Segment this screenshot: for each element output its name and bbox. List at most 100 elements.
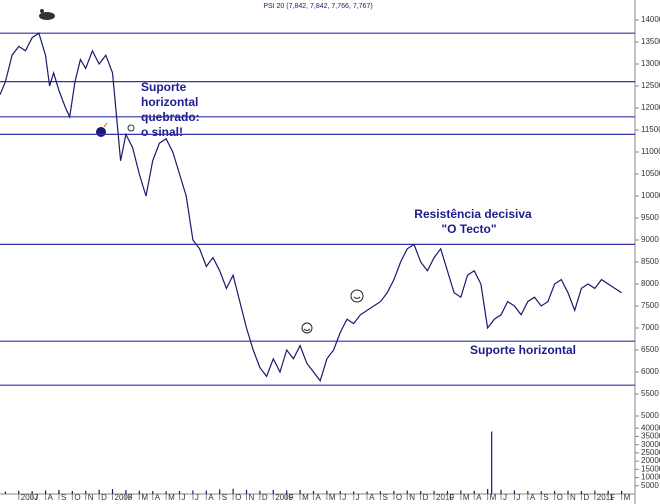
volume-bar bbox=[165, 491, 167, 494]
x-tick-label: D bbox=[101, 493, 107, 502]
volume-bar bbox=[312, 490, 315, 494]
annotation: horizontal bbox=[141, 95, 198, 109]
x-tick-label: D bbox=[423, 493, 429, 502]
x-tick-label: F bbox=[128, 493, 133, 502]
x-tick-label: 2007 bbox=[21, 493, 39, 502]
volume-bar bbox=[299, 489, 301, 494]
y-tick-label: 5000 bbox=[641, 481, 659, 490]
y-tick-label: 15000 bbox=[641, 464, 660, 473]
x-tick-label: O bbox=[396, 493, 402, 502]
price-line bbox=[0, 32, 622, 383]
volume-bar bbox=[178, 490, 181, 494]
volume-bar bbox=[192, 490, 194, 494]
y-tick-label: 13000 bbox=[641, 59, 660, 68]
x-tick-label: S bbox=[543, 493, 548, 502]
volume-bar bbox=[245, 489, 248, 494]
y-tick-label: 30000 bbox=[641, 440, 660, 449]
annotation: Suporte bbox=[141, 80, 187, 94]
volume-bar bbox=[621, 490, 623, 494]
chart-title: PSI 20 (7,842, 7,842, 7,766, 7,767) bbox=[263, 3, 372, 10]
y-tick-label: 12500 bbox=[641, 81, 660, 90]
volume-bar bbox=[379, 491, 382, 494]
y-tick-label: 11000 bbox=[641, 147, 660, 156]
volume-bar bbox=[339, 491, 341, 494]
volume-bar bbox=[58, 489, 60, 494]
volume-bar bbox=[433, 490, 435, 494]
volume-bar bbox=[111, 489, 114, 494]
volume-bar bbox=[491, 431, 493, 494]
volume-bar bbox=[85, 490, 87, 494]
x-tick-label: S bbox=[382, 493, 387, 502]
volume-bar bbox=[527, 491, 529, 494]
y-tick-label: 11500 bbox=[641, 125, 660, 134]
annotation: "O Tecto" bbox=[441, 222, 496, 236]
y-tick-label: 35000 bbox=[641, 432, 660, 441]
x-tick-label: D bbox=[583, 493, 589, 502]
volume-bar bbox=[487, 489, 489, 494]
volume-bar bbox=[125, 490, 127, 494]
x-tick-label: 2010 bbox=[436, 493, 454, 502]
x-tick-label: J bbox=[356, 493, 360, 502]
y-tick-label: 9500 bbox=[641, 213, 659, 222]
volume-bar bbox=[446, 490, 449, 494]
x-tick-label: M bbox=[463, 493, 470, 502]
skull-icon bbox=[127, 124, 135, 132]
x-tick-label: A bbox=[315, 493, 321, 502]
x-tick-label: D bbox=[262, 493, 268, 502]
volume-bar bbox=[205, 490, 207, 494]
x-tick-label: N bbox=[570, 493, 576, 502]
x-tick-label: J bbox=[503, 493, 507, 502]
x-tick-label: O bbox=[557, 493, 563, 502]
logo-icon bbox=[39, 9, 55, 20]
volume-bar bbox=[98, 489, 100, 494]
y-tick-label: 5000 bbox=[641, 411, 659, 420]
x-tick-label: 2011 bbox=[597, 493, 615, 502]
y-tick-label: 20000 bbox=[641, 456, 660, 465]
volume-bar bbox=[554, 490, 556, 494]
volume-bar bbox=[460, 490, 462, 494]
x-tick-label: J bbox=[182, 493, 186, 502]
y-tick-label: 5500 bbox=[641, 389, 659, 398]
y-tick-label: 10500 bbox=[641, 169, 660, 178]
volume-bar bbox=[393, 490, 395, 494]
volume-bar bbox=[594, 490, 596, 494]
annotation: o sinal! bbox=[141, 125, 183, 139]
annotation: Resistência decisiva bbox=[414, 207, 532, 221]
x-tick-label: A bbox=[369, 493, 375, 502]
x-tick-label: J bbox=[34, 493, 38, 502]
x-tick-label: F bbox=[610, 493, 615, 502]
y-tick-label: 12000 bbox=[641, 103, 660, 112]
smiley-icon bbox=[350, 289, 364, 303]
x-tick-label: M bbox=[302, 493, 309, 502]
volume-bar bbox=[4, 491, 6, 494]
volume-bar bbox=[406, 490, 408, 494]
annotation: Suporte horizontal bbox=[470, 343, 576, 357]
volume-bar bbox=[18, 490, 20, 494]
y-tick-label: 9000 bbox=[641, 235, 659, 244]
volume-bar bbox=[420, 491, 422, 494]
x-tick-label: O bbox=[235, 493, 241, 502]
volume-bar bbox=[44, 490, 47, 494]
y-tick-label: 6000 bbox=[641, 367, 659, 376]
x-tick-label: A bbox=[48, 493, 54, 502]
volume-bar bbox=[152, 491, 154, 494]
x-tick-label: J bbox=[342, 493, 346, 502]
x-tick-label: J bbox=[516, 493, 520, 502]
volume-bar bbox=[326, 490, 328, 494]
x-tick-label: N bbox=[88, 493, 94, 502]
x-tick-label: A bbox=[530, 493, 536, 502]
y-tick-label: 8500 bbox=[641, 257, 659, 266]
volume-bar bbox=[232, 488, 234, 494]
volume-bar bbox=[500, 489, 502, 494]
x-tick-label: M bbox=[490, 493, 497, 502]
y-tick-label: 7000 bbox=[641, 323, 659, 332]
x-tick-label: A bbox=[476, 493, 482, 502]
volume-bar bbox=[580, 491, 583, 494]
volume-bar bbox=[259, 490, 261, 494]
x-tick-label: J bbox=[195, 493, 199, 502]
y-tick-label: 8000 bbox=[641, 279, 659, 288]
y-tick-label: 40000 bbox=[641, 423, 660, 432]
x-tick-label: N bbox=[409, 493, 415, 502]
x-tick-label: M bbox=[329, 493, 336, 502]
